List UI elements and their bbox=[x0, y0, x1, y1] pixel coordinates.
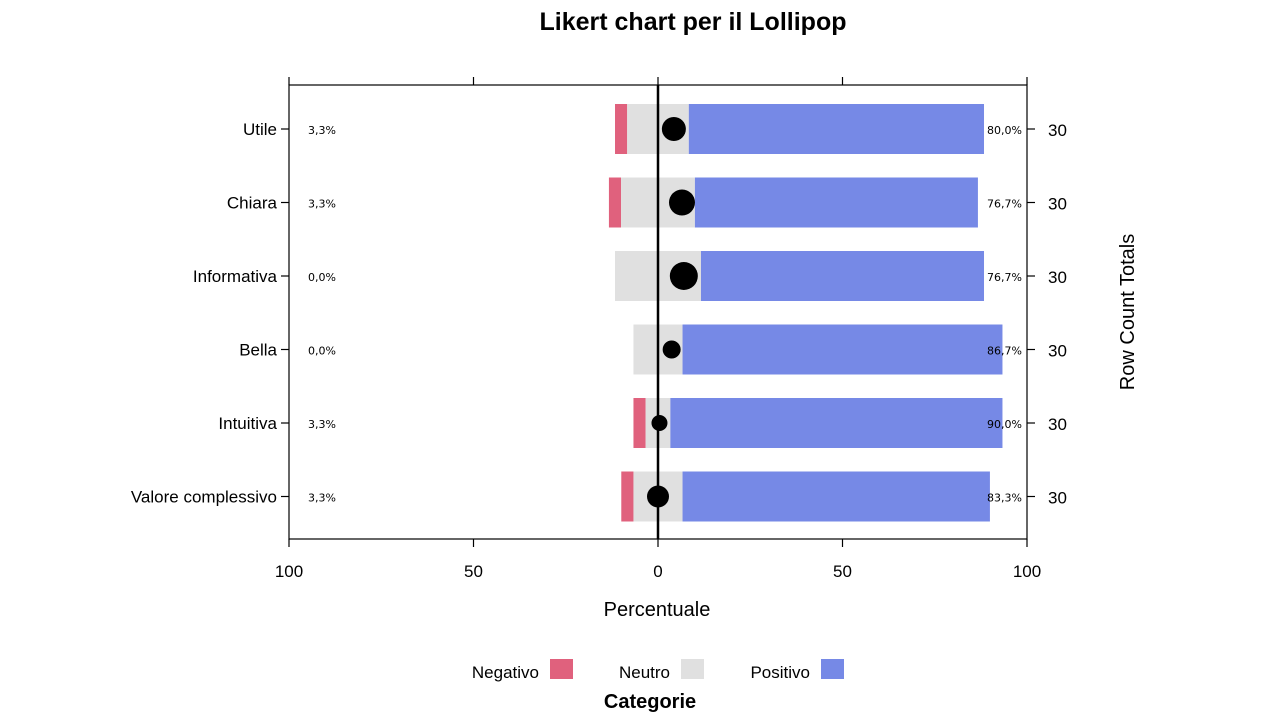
left-percent-label: 0,0% bbox=[308, 271, 336, 284]
left-percent-label: 3,3% bbox=[308, 418, 336, 431]
bar-negativo bbox=[633, 398, 646, 448]
left-percent-label: 3,3% bbox=[308, 492, 336, 505]
right-axis-title: Row Count Totals bbox=[1117, 234, 1139, 390]
legend-label: Positivo bbox=[750, 663, 810, 682]
category-label: Chiara bbox=[227, 194, 278, 213]
right-percent-label: 80,0% bbox=[987, 124, 1022, 137]
category-label: Intuitiva bbox=[218, 414, 277, 433]
category-label: Utile bbox=[243, 120, 277, 139]
legend-swatch bbox=[681, 659, 704, 679]
row-total-label: 30 bbox=[1048, 342, 1067, 361]
lollipop-point bbox=[661, 117, 686, 141]
lollipop-point bbox=[662, 340, 681, 359]
legend: Negativo Neutro Positivo bbox=[472, 659, 844, 682]
right-percent-label: 83,3% bbox=[987, 492, 1022, 505]
category-label: Valore complessivo bbox=[131, 488, 277, 507]
x-tick-label: 50 bbox=[833, 562, 852, 581]
bar-negativo bbox=[608, 177, 622, 228]
bar-positivo bbox=[670, 398, 1003, 448]
bar-negativo bbox=[615, 104, 628, 154]
bar-positivo bbox=[682, 324, 1003, 375]
row-total-label: 30 bbox=[1048, 195, 1067, 214]
bar-layer bbox=[608, 104, 1003, 522]
row-total-label: 30 bbox=[1048, 268, 1067, 287]
category-labels: Utile Chiara Informativa Bella Intuitiva Valo… bbox=[131, 120, 278, 507]
row-totals: 30 30 30 30 30 30 bbox=[1048, 121, 1067, 508]
bar-positivo bbox=[682, 471, 990, 522]
right-percent-label: 76,7% bbox=[987, 198, 1022, 211]
x-axis-title: Percentuale bbox=[604, 599, 711, 621]
legend-swatch bbox=[821, 659, 844, 679]
x-tick-label: 100 bbox=[275, 562, 303, 581]
lollipop-point bbox=[651, 415, 668, 431]
legend-label: Neutro bbox=[619, 663, 670, 682]
row-total-label: 30 bbox=[1048, 121, 1067, 140]
axis-ticks: 100 50 0 50 100 bbox=[275, 77, 1041, 581]
right-percent-label: 86,7% bbox=[987, 345, 1022, 358]
x-tick-label: 100 bbox=[1013, 562, 1041, 581]
x-tick-label: 50 bbox=[464, 562, 483, 581]
category-label: Informativa bbox=[193, 267, 278, 286]
category-label: Bella bbox=[239, 341, 277, 360]
bar-negativo bbox=[621, 471, 634, 522]
legend-title: Categorie bbox=[604, 691, 696, 713]
bar-positivo bbox=[688, 104, 985, 154]
legend-swatch bbox=[550, 659, 573, 679]
row-total-label: 30 bbox=[1048, 489, 1067, 508]
bar-positivo bbox=[694, 177, 978, 228]
lollipop-point bbox=[669, 262, 698, 290]
percent-labels: 3,3% 80,0% 3,3% 76,7% 0,0% 76,7% 0,0% 86,7% 3,3%… bbox=[308, 124, 1022, 505]
lollipop-layer bbox=[647, 117, 698, 508]
right-percent-label: 76,7% bbox=[987, 271, 1022, 284]
chart-title: Likert chart per il Lollipop bbox=[540, 8, 847, 36]
left-percent-label: 3,3% bbox=[308, 198, 336, 211]
left-percent-label: 0,0% bbox=[308, 345, 336, 358]
row-total-label: 30 bbox=[1048, 415, 1067, 434]
lollipop-point bbox=[668, 189, 695, 216]
x-tick-label: 0 bbox=[653, 562, 662, 581]
bar-positivo bbox=[700, 251, 985, 301]
right-percent-label: 90,0% bbox=[987, 418, 1022, 431]
left-percent-label: 3,3% bbox=[308, 124, 336, 137]
legend-label: Negativo bbox=[472, 663, 539, 682]
